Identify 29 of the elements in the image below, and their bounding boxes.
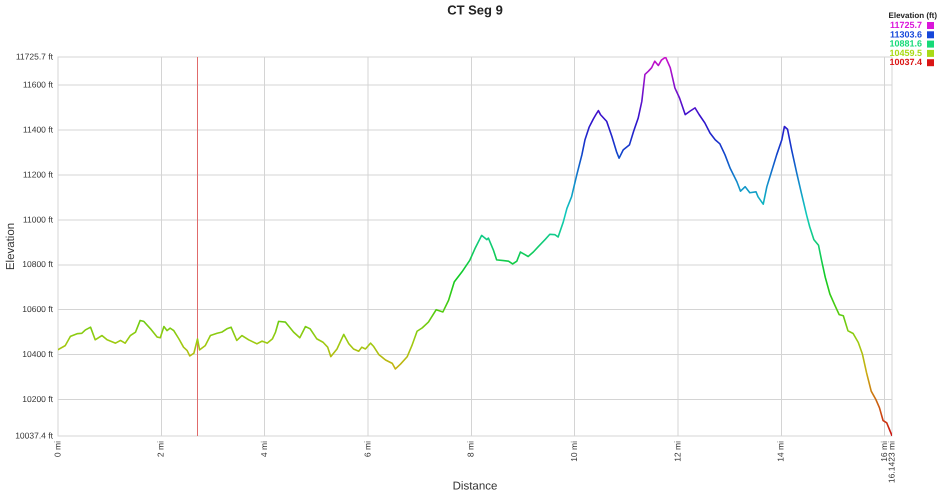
x-tick-label: 4 mi [259,440,270,458]
y-tick-label: 10037.4 ft [15,430,54,440]
y-tick-label: 11400 ft [22,124,54,134]
color-bar-label: 10881.6 [889,38,922,49]
x-tick-label: 16.1423 mi [886,440,896,484]
x-tick-label: 6 mi [362,440,372,458]
x-tick-label: 0 mi [52,440,62,458]
x-tick-label: 10 mi [569,440,579,462]
x-tick-label: 16 mi [878,440,889,462]
y-tick-label: 11600 ft [22,80,54,90]
y-tick-label: 11200 ft [22,169,54,180]
y-tick-label: 11000 ft [22,214,54,224]
color-bar-label: 11725.7 [890,20,922,30]
color-bar-label: 10037.4 [889,57,922,68]
color-bar-label: 11303.6 [890,29,922,40]
color-bar-title: Elevation (ft) [888,11,938,20]
x-tick-label: 8 mi [466,440,476,458]
x-tick-label: 2 mi [156,440,166,458]
x-axis-title: Distance [452,480,498,492]
x-tick-label: 14 mi [776,440,786,462]
color-bar-label: 10459.5 [889,48,922,58]
y-tick-label: 10800 ft [22,259,54,270]
y-tick-label: 11725.7 ft [16,51,54,62]
chart-title: CT Seg 9 [447,2,503,18]
y-axis-title: Elevation [5,222,18,270]
x-tick-label: 12 mi [672,440,682,462]
y-tick-label: 10200 ft [22,394,54,404]
y-tick-label: 10400 ft [22,348,54,359]
y-tick-label: 10600 ft [22,304,54,314]
